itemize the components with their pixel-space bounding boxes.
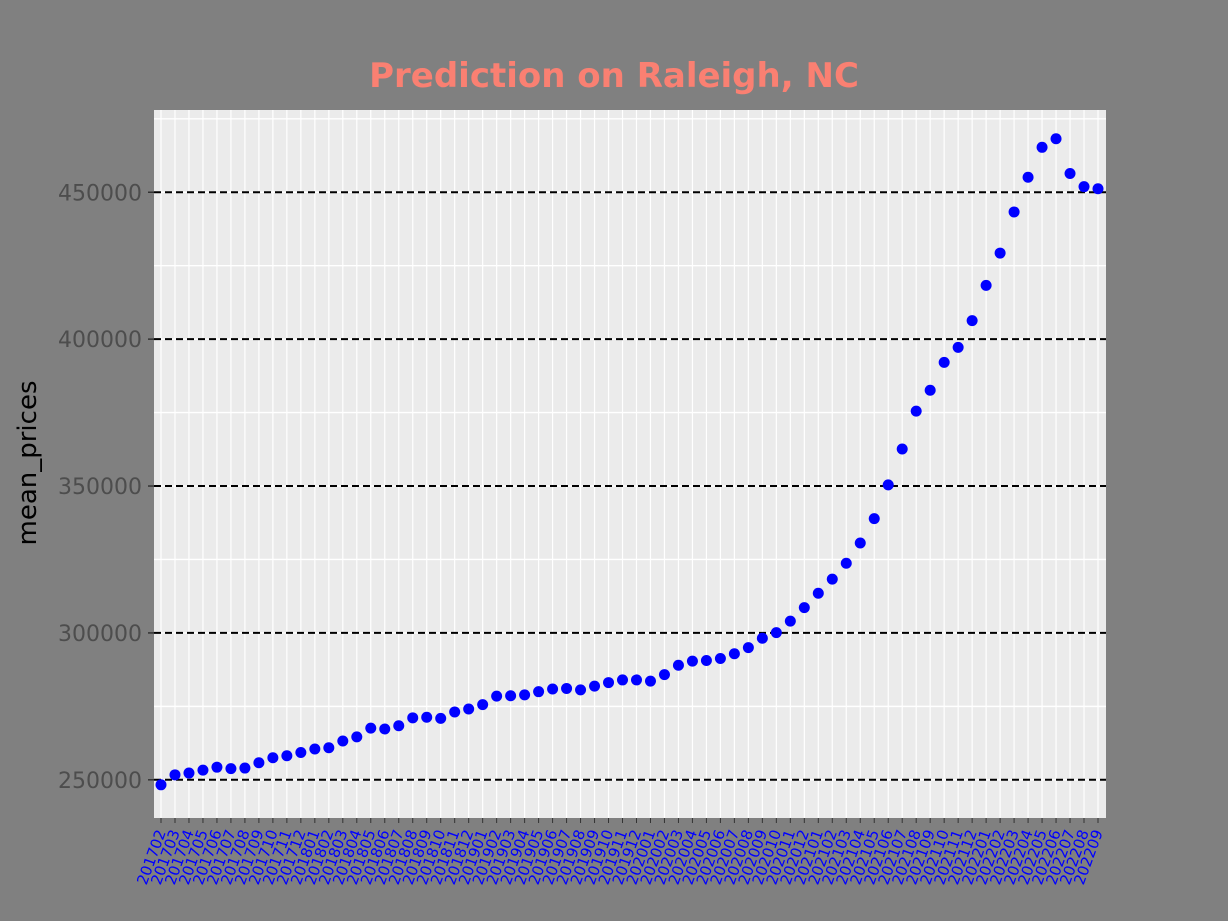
reference-lines: [154, 191, 1106, 781]
data-point: [980, 279, 992, 291]
data-point: [826, 573, 838, 585]
data-point: [547, 683, 559, 695]
data-point: [658, 669, 670, 681]
data-point: [589, 680, 601, 692]
data-point: [575, 684, 587, 696]
data-point: [225, 763, 237, 775]
data-point: [938, 356, 950, 368]
data-point: [617, 674, 629, 686]
data-point: [784, 615, 796, 627]
data-point: [840, 557, 852, 569]
data-point: [742, 642, 754, 654]
data-point: [700, 655, 712, 667]
data-point: [868, 513, 880, 525]
data-point: [1036, 141, 1048, 153]
y-tick-label: 400000: [58, 328, 142, 353]
data-point: [323, 742, 335, 754]
data-point: [756, 632, 768, 644]
data-point: [365, 722, 377, 734]
data-points: [155, 133, 1104, 791]
x-axis: 2017022017032017042017052017062017072017…: [133, 818, 1107, 887]
data-point: [239, 762, 251, 774]
data-point: [183, 767, 195, 779]
data-point: [463, 703, 475, 715]
y-tick-label: 350000: [58, 475, 142, 500]
y-axis-label: mean_prices: [13, 381, 43, 546]
data-point: [924, 384, 936, 396]
data-point: [644, 675, 656, 687]
data-point: [1050, 133, 1062, 145]
data-point: [1022, 171, 1034, 183]
data-point: [882, 479, 894, 491]
data-point: [966, 315, 978, 327]
y-axis: 250000 300000 350000 400000 450000: [58, 181, 154, 794]
data-point: [519, 689, 531, 701]
data-point: [854, 537, 866, 549]
data-point: [407, 712, 419, 724]
data-point: [197, 764, 209, 776]
data-point: [1008, 206, 1020, 218]
data-point: [561, 682, 573, 694]
y-tick-label: 300000: [58, 622, 142, 647]
data-point: [770, 627, 782, 639]
data-point: [309, 743, 321, 755]
chart-title: Prediction on Raleigh, NC: [369, 56, 859, 96]
data-point: [421, 711, 433, 723]
y-tick-label: 250000: [58, 769, 142, 794]
data-point: [1092, 183, 1104, 195]
data-point: [155, 779, 167, 791]
data-point: [630, 674, 642, 686]
data-point: [1064, 167, 1076, 179]
data-point: [295, 746, 307, 758]
data-point: [910, 405, 922, 417]
data-point: [533, 686, 545, 698]
data-point: [798, 602, 810, 614]
data-point: [491, 690, 503, 702]
data-point: [994, 247, 1006, 259]
data-point: [253, 757, 265, 769]
data-point: [1078, 181, 1090, 193]
data-point: [449, 706, 461, 718]
plot-panel: [154, 110, 1106, 818]
data-point: [169, 769, 181, 781]
data-point: [714, 652, 726, 664]
data-point: [477, 699, 489, 711]
data-point: [672, 659, 684, 671]
data-point: [952, 341, 964, 353]
data-point: [728, 648, 740, 660]
data-point: [505, 690, 517, 702]
data-point: [812, 587, 824, 599]
data-point: [393, 720, 405, 732]
data-point: [686, 655, 698, 667]
data-point: [337, 735, 349, 747]
y-tick-label: 450000: [58, 181, 142, 206]
grid-layer: [154, 110, 1106, 818]
data-point: [351, 731, 363, 743]
data-point: [603, 677, 615, 689]
data-point: [379, 723, 391, 735]
data-point: [896, 443, 908, 455]
data-point: [281, 750, 293, 762]
data-point: [211, 761, 223, 773]
data-point: [267, 752, 279, 764]
data-point: [435, 712, 447, 724]
